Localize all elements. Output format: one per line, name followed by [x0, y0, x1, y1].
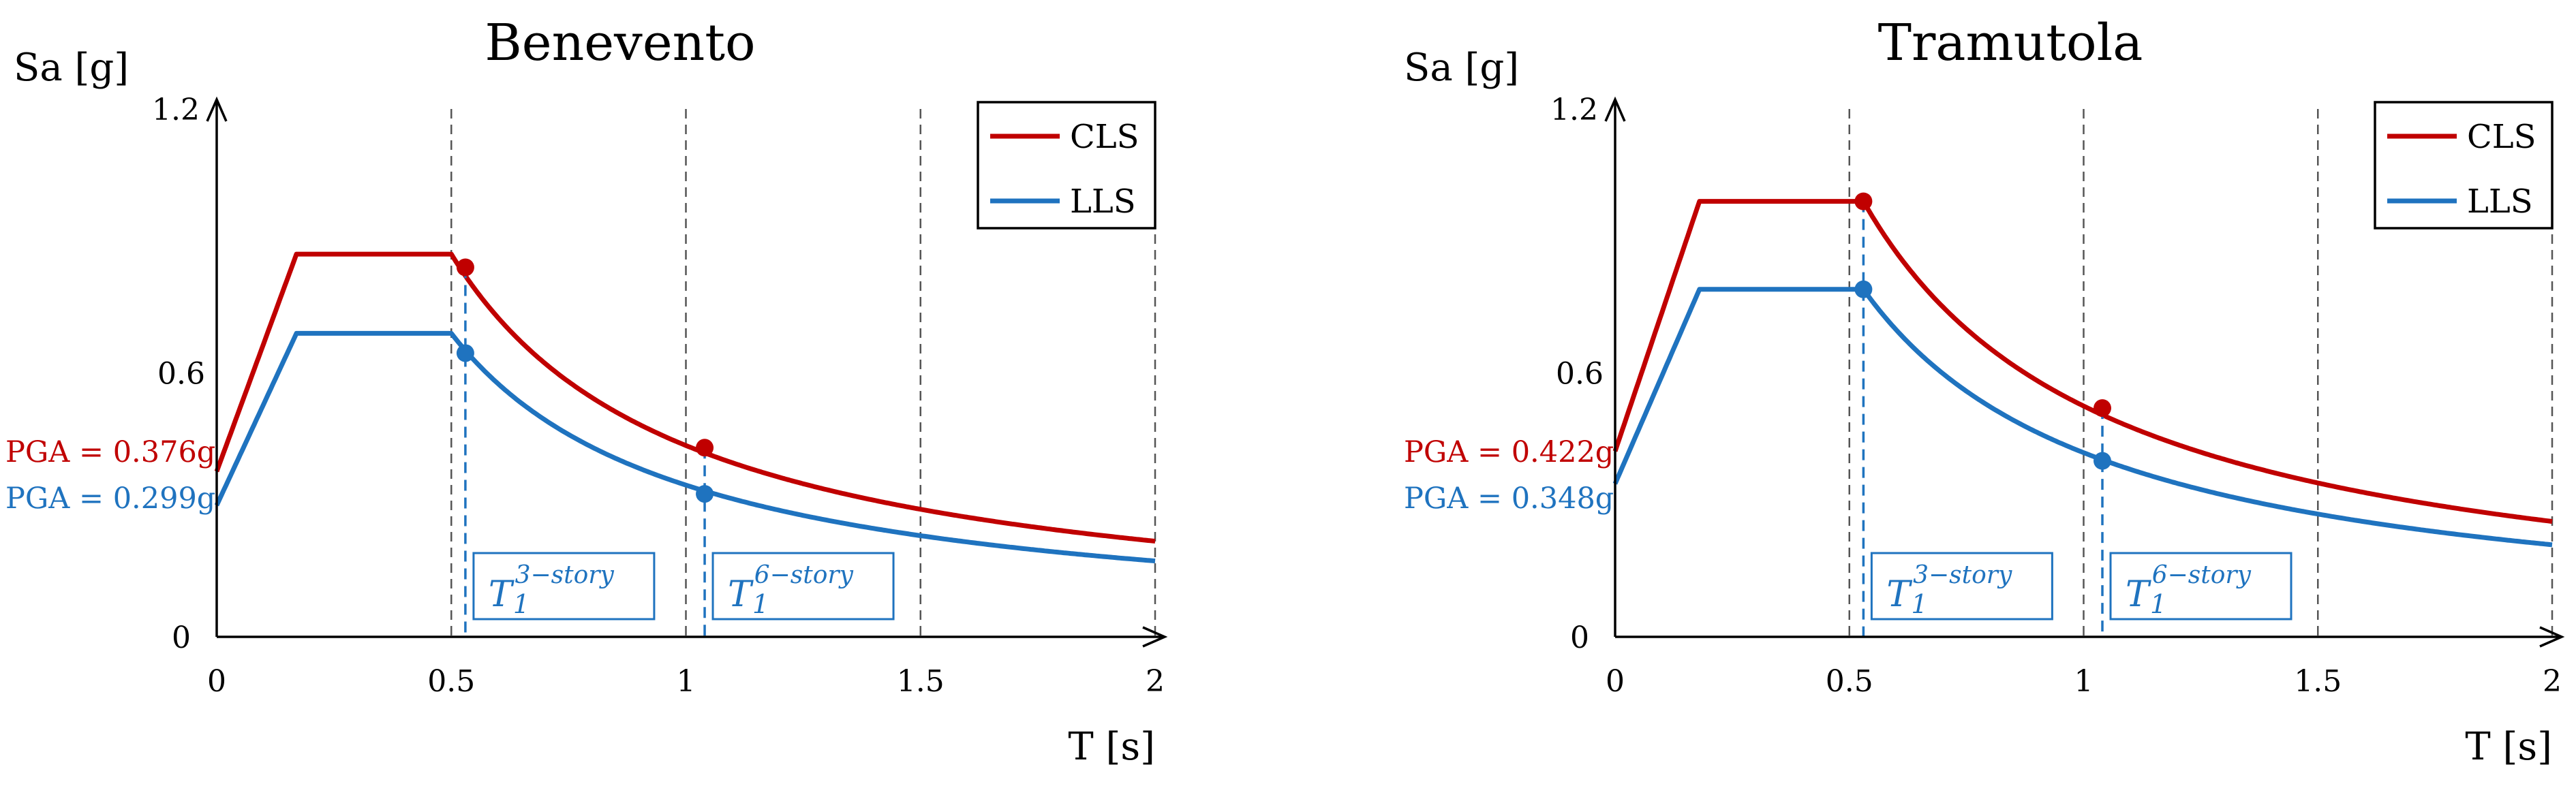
period-dot-lls-1 — [696, 485, 714, 503]
axes — [206, 96, 1168, 648]
period-dot-cls-1 — [696, 439, 714, 457]
x-tick-label: 1.5 — [897, 664, 945, 699]
chart-title: Benevento — [485, 14, 755, 72]
y-tick-label: 1.2 — [152, 93, 200, 127]
period-label-base: T — [2126, 574, 2151, 615]
pga-label-cls: PGA = 0.376g — [5, 435, 215, 469]
y-tick-label: 0 — [172, 621, 191, 655]
period-label-base: T — [489, 574, 515, 615]
x-tick-label: 0 — [207, 664, 226, 699]
legend-label-lls: LLS — [1070, 183, 1136, 221]
legend-box — [2374, 101, 2554, 230]
period-label-sup: 3−story — [1913, 561, 2012, 589]
series-line-lls — [214, 330, 1156, 564]
period-dot-lls-0 — [456, 344, 474, 362]
period-label-sub-1: 1 — [2150, 589, 2166, 619]
legend: CLS LLS — [2374, 101, 2554, 230]
x-tick-label: 1 — [677, 664, 696, 699]
x-axis-arrow — [2539, 626, 2565, 648]
y-axis-label: Sa [g] — [14, 46, 129, 90]
period-label-base: T — [1886, 574, 1912, 615]
y-tick-label: 1.2 — [1550, 93, 1598, 127]
period-label-0: T 3−story — [1886, 561, 2012, 615]
period-dot-cls-1 — [2094, 399, 2111, 418]
period-dot-lls-1 — [2094, 452, 2111, 470]
x-axis-label: T [s] — [2465, 725, 2552, 769]
legend-label-lls: LLS — [2467, 183, 2533, 221]
y-axis-arrow — [206, 96, 228, 122]
period-label-sub-0: 1 — [513, 589, 530, 619]
y-tick-label: 0.6 — [1556, 357, 1604, 392]
period-label-base: T — [728, 574, 754, 615]
y-axis-label: Sa [g] — [1404, 46, 1519, 90]
x-tick-label: 0.5 — [1826, 664, 1873, 699]
x-tick-label: 2 — [1146, 664, 1165, 699]
y-tick-label: 0 — [1570, 621, 1589, 655]
pga-label-lls: PGA = 0.299g — [5, 482, 215, 516]
pga-label-lls: PGA = 0.348g — [1404, 482, 1614, 516]
x-tick-label: 1.5 — [2294, 664, 2342, 699]
x-axis-arrow — [1142, 626, 1168, 648]
period-dot-lls-0 — [1854, 280, 1873, 298]
x-tick-label: 0 — [1606, 664, 1625, 699]
series-line-cls — [1612, 199, 2553, 524]
period-label-sup: 3−story — [515, 561, 615, 589]
period-label-sub-1: 1 — [752, 589, 769, 619]
axes — [1604, 96, 2565, 648]
series-line-cls — [214, 251, 1156, 544]
period-label-sup: 6−story — [754, 561, 854, 589]
x-tick-label: 1 — [2074, 664, 2094, 699]
period-dot-cls-0 — [456, 258, 474, 277]
chart-title: Tramutola — [1878, 14, 2143, 72]
x-tick-label: 0.5 — [427, 664, 475, 699]
x-tick-label: 2 — [2543, 664, 2562, 699]
period-label-1: T 6−story — [728, 561, 854, 615]
series-line-lls — [1612, 287, 2553, 548]
period-label-box-1 — [2109, 552, 2293, 621]
legend-label-cls: CLS — [2467, 118, 2536, 156]
legend: CLS LLS — [977, 101, 1156, 230]
period-label-1: T 6−story — [2126, 561, 2252, 615]
legend-box — [977, 101, 1156, 230]
y-axis-arrow — [1604, 96, 1626, 122]
period-label-0: T 3−story — [489, 561, 615, 615]
period-dot-cls-0 — [1854, 192, 1873, 210]
period-label-box-1 — [711, 552, 895, 621]
period-label-box-0 — [1870, 552, 2053, 621]
pga-label-cls: PGA = 0.422g — [1404, 435, 1614, 469]
legend-label-cls: CLS — [1070, 118, 1139, 156]
period-label-sup: 6−story — [2152, 561, 2252, 589]
period-label-sub-0: 1 — [1911, 589, 1927, 619]
x-axis-label: T [s] — [1068, 725, 1155, 769]
y-tick-label: 0.6 — [157, 357, 205, 392]
period-label-box-0 — [472, 552, 656, 621]
